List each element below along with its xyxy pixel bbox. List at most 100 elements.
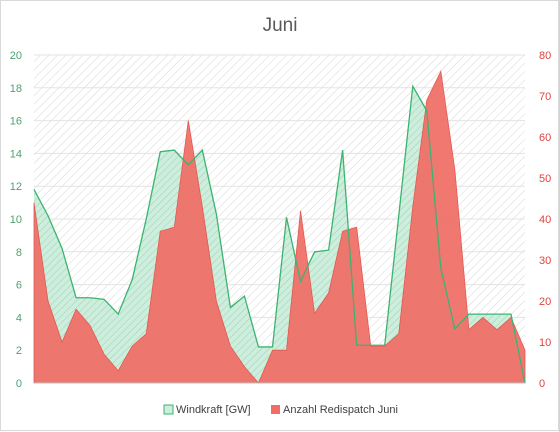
wind-point[interactable] <box>200 148 204 152</box>
wind-point[interactable] <box>88 296 92 300</box>
left-tick-label: 18 <box>10 83 22 95</box>
redispatch-point[interactable] <box>172 225 176 229</box>
wind-point[interactable] <box>256 345 260 349</box>
redispatch-point[interactable] <box>355 225 359 229</box>
right-tick-label: 10 <box>539 337 551 349</box>
redispatch-point[interactable] <box>186 119 190 123</box>
redispatch-area <box>33 70 526 384</box>
redispatch-point[interactable] <box>214 299 218 303</box>
redispatch-point[interactable] <box>242 365 246 369</box>
wind-point[interactable] <box>411 84 415 88</box>
chart-title: Juni <box>263 15 298 36</box>
right-tick-label: 30 <box>539 255 551 267</box>
wind-point[interactable] <box>467 312 471 316</box>
wind-point[interactable] <box>453 327 457 331</box>
redispatch-point[interactable] <box>341 229 345 233</box>
left-tick-label: 12 <box>10 181 22 193</box>
wind-point[interactable] <box>439 266 443 270</box>
left-tick-label: 14 <box>10 148 22 160</box>
wind-point[interactable] <box>46 214 50 218</box>
redispatch-point[interactable] <box>299 209 303 213</box>
redispatch-point[interactable] <box>313 311 317 315</box>
wind-point[interactable] <box>495 312 499 316</box>
redispatch-point[interactable] <box>383 344 387 348</box>
series-layer <box>32 69 527 384</box>
redispatch-point[interactable] <box>144 332 148 336</box>
wind-point[interactable] <box>299 279 303 283</box>
redispatch-point[interactable] <box>200 205 204 209</box>
redispatch-point[interactable] <box>369 344 373 348</box>
wind-line <box>33 84 526 384</box>
left-tick-label: 0 <box>16 378 22 390</box>
left-tick-label: 16 <box>10 116 22 128</box>
wind-point[interactable] <box>158 150 162 154</box>
redispatch-point[interactable] <box>158 229 162 233</box>
right-tick-label: 50 <box>539 173 551 185</box>
redispatch-point[interactable] <box>425 98 429 102</box>
wind-point[interactable] <box>313 250 317 254</box>
legend[interactable]: Windkraft [GW] Anzahl Redispatch Juni <box>163 404 398 416</box>
redispatch-point[interactable] <box>116 369 120 373</box>
redispatch-point[interactable] <box>523 348 527 352</box>
redispatch-point[interactable] <box>467 328 471 332</box>
redispatch-point[interactable] <box>88 324 92 328</box>
legend-swatch-redispatch <box>271 405 280 414</box>
left-tick-label: 20 <box>10 50 22 62</box>
left-axis-ticks: 0 2 4 6 8 10 12 14 16 18 20 <box>10 50 22 390</box>
left-tick-label: 8 <box>16 247 22 259</box>
wind-point[interactable] <box>172 148 176 152</box>
legend-item-wind[interactable]: Windkraft [GW] <box>163 404 251 416</box>
redispatch-point[interactable] <box>397 332 401 336</box>
legend-label-wind: Windkraft [GW] <box>176 404 251 416</box>
wind-point[interactable] <box>214 212 218 216</box>
redispatch-point[interactable] <box>481 315 485 319</box>
wind-point[interactable] <box>327 248 331 252</box>
redispatch-point[interactable] <box>285 348 289 352</box>
wind-point[interactable] <box>341 148 345 152</box>
redispatch-point[interactable] <box>32 201 36 205</box>
wind-point[interactable] <box>228 306 232 310</box>
wind-point[interactable] <box>397 214 401 218</box>
wind-point[interactable] <box>285 215 289 219</box>
left-tick-label: 4 <box>16 312 22 324</box>
redispatch-point[interactable] <box>102 352 106 356</box>
redispatch-point[interactable] <box>495 328 499 332</box>
redispatch-point[interactable] <box>453 168 457 172</box>
right-tick-label: 80 <box>539 50 551 62</box>
wind-point[interactable] <box>144 217 148 221</box>
right-tick-label: 40 <box>539 214 551 226</box>
legend-item-redispatch[interactable]: Anzahl Redispatch Juni <box>271 404 398 416</box>
left-tick-label: 6 <box>16 280 22 292</box>
wind-point[interactable] <box>130 278 134 282</box>
wind-point[interactable] <box>186 163 190 167</box>
redispatch-point[interactable] <box>228 344 232 348</box>
wind-point[interactable] <box>355 343 359 347</box>
redispatch-point[interactable] <box>130 344 134 348</box>
left-tick-label: 2 <box>16 345 22 357</box>
wind-point[interactable] <box>425 109 429 113</box>
legend-swatch-wind <box>163 404 174 415</box>
right-axis-ticks: 0 10 20 30 40 50 60 70 80 <box>539 50 551 390</box>
right-tick-label: 60 <box>539 132 551 144</box>
right-tick-label: 20 <box>539 296 551 308</box>
wind-point[interactable] <box>74 296 78 300</box>
wind-point[interactable] <box>102 297 106 301</box>
wind-point[interactable] <box>60 247 64 251</box>
wind-point[interactable] <box>116 312 120 316</box>
wind-point[interactable] <box>32 187 36 191</box>
legend-label-redispatch: Anzahl Redispatch Juni <box>283 404 398 416</box>
redispatch-point[interactable] <box>270 348 274 352</box>
redispatch-point[interactable] <box>46 299 50 303</box>
redispatch-point[interactable] <box>439 69 443 73</box>
right-tick-label: 0 <box>539 378 545 390</box>
redispatch-point[interactable] <box>411 205 415 209</box>
redispatch-point[interactable] <box>74 307 78 311</box>
redispatch-point[interactable] <box>60 340 64 344</box>
wind-point[interactable] <box>242 294 246 298</box>
redispatch-point[interactable] <box>327 291 331 295</box>
right-tick-label: 70 <box>539 91 551 103</box>
left-tick-label: 10 <box>10 214 22 226</box>
redispatch-point[interactable] <box>509 315 513 319</box>
